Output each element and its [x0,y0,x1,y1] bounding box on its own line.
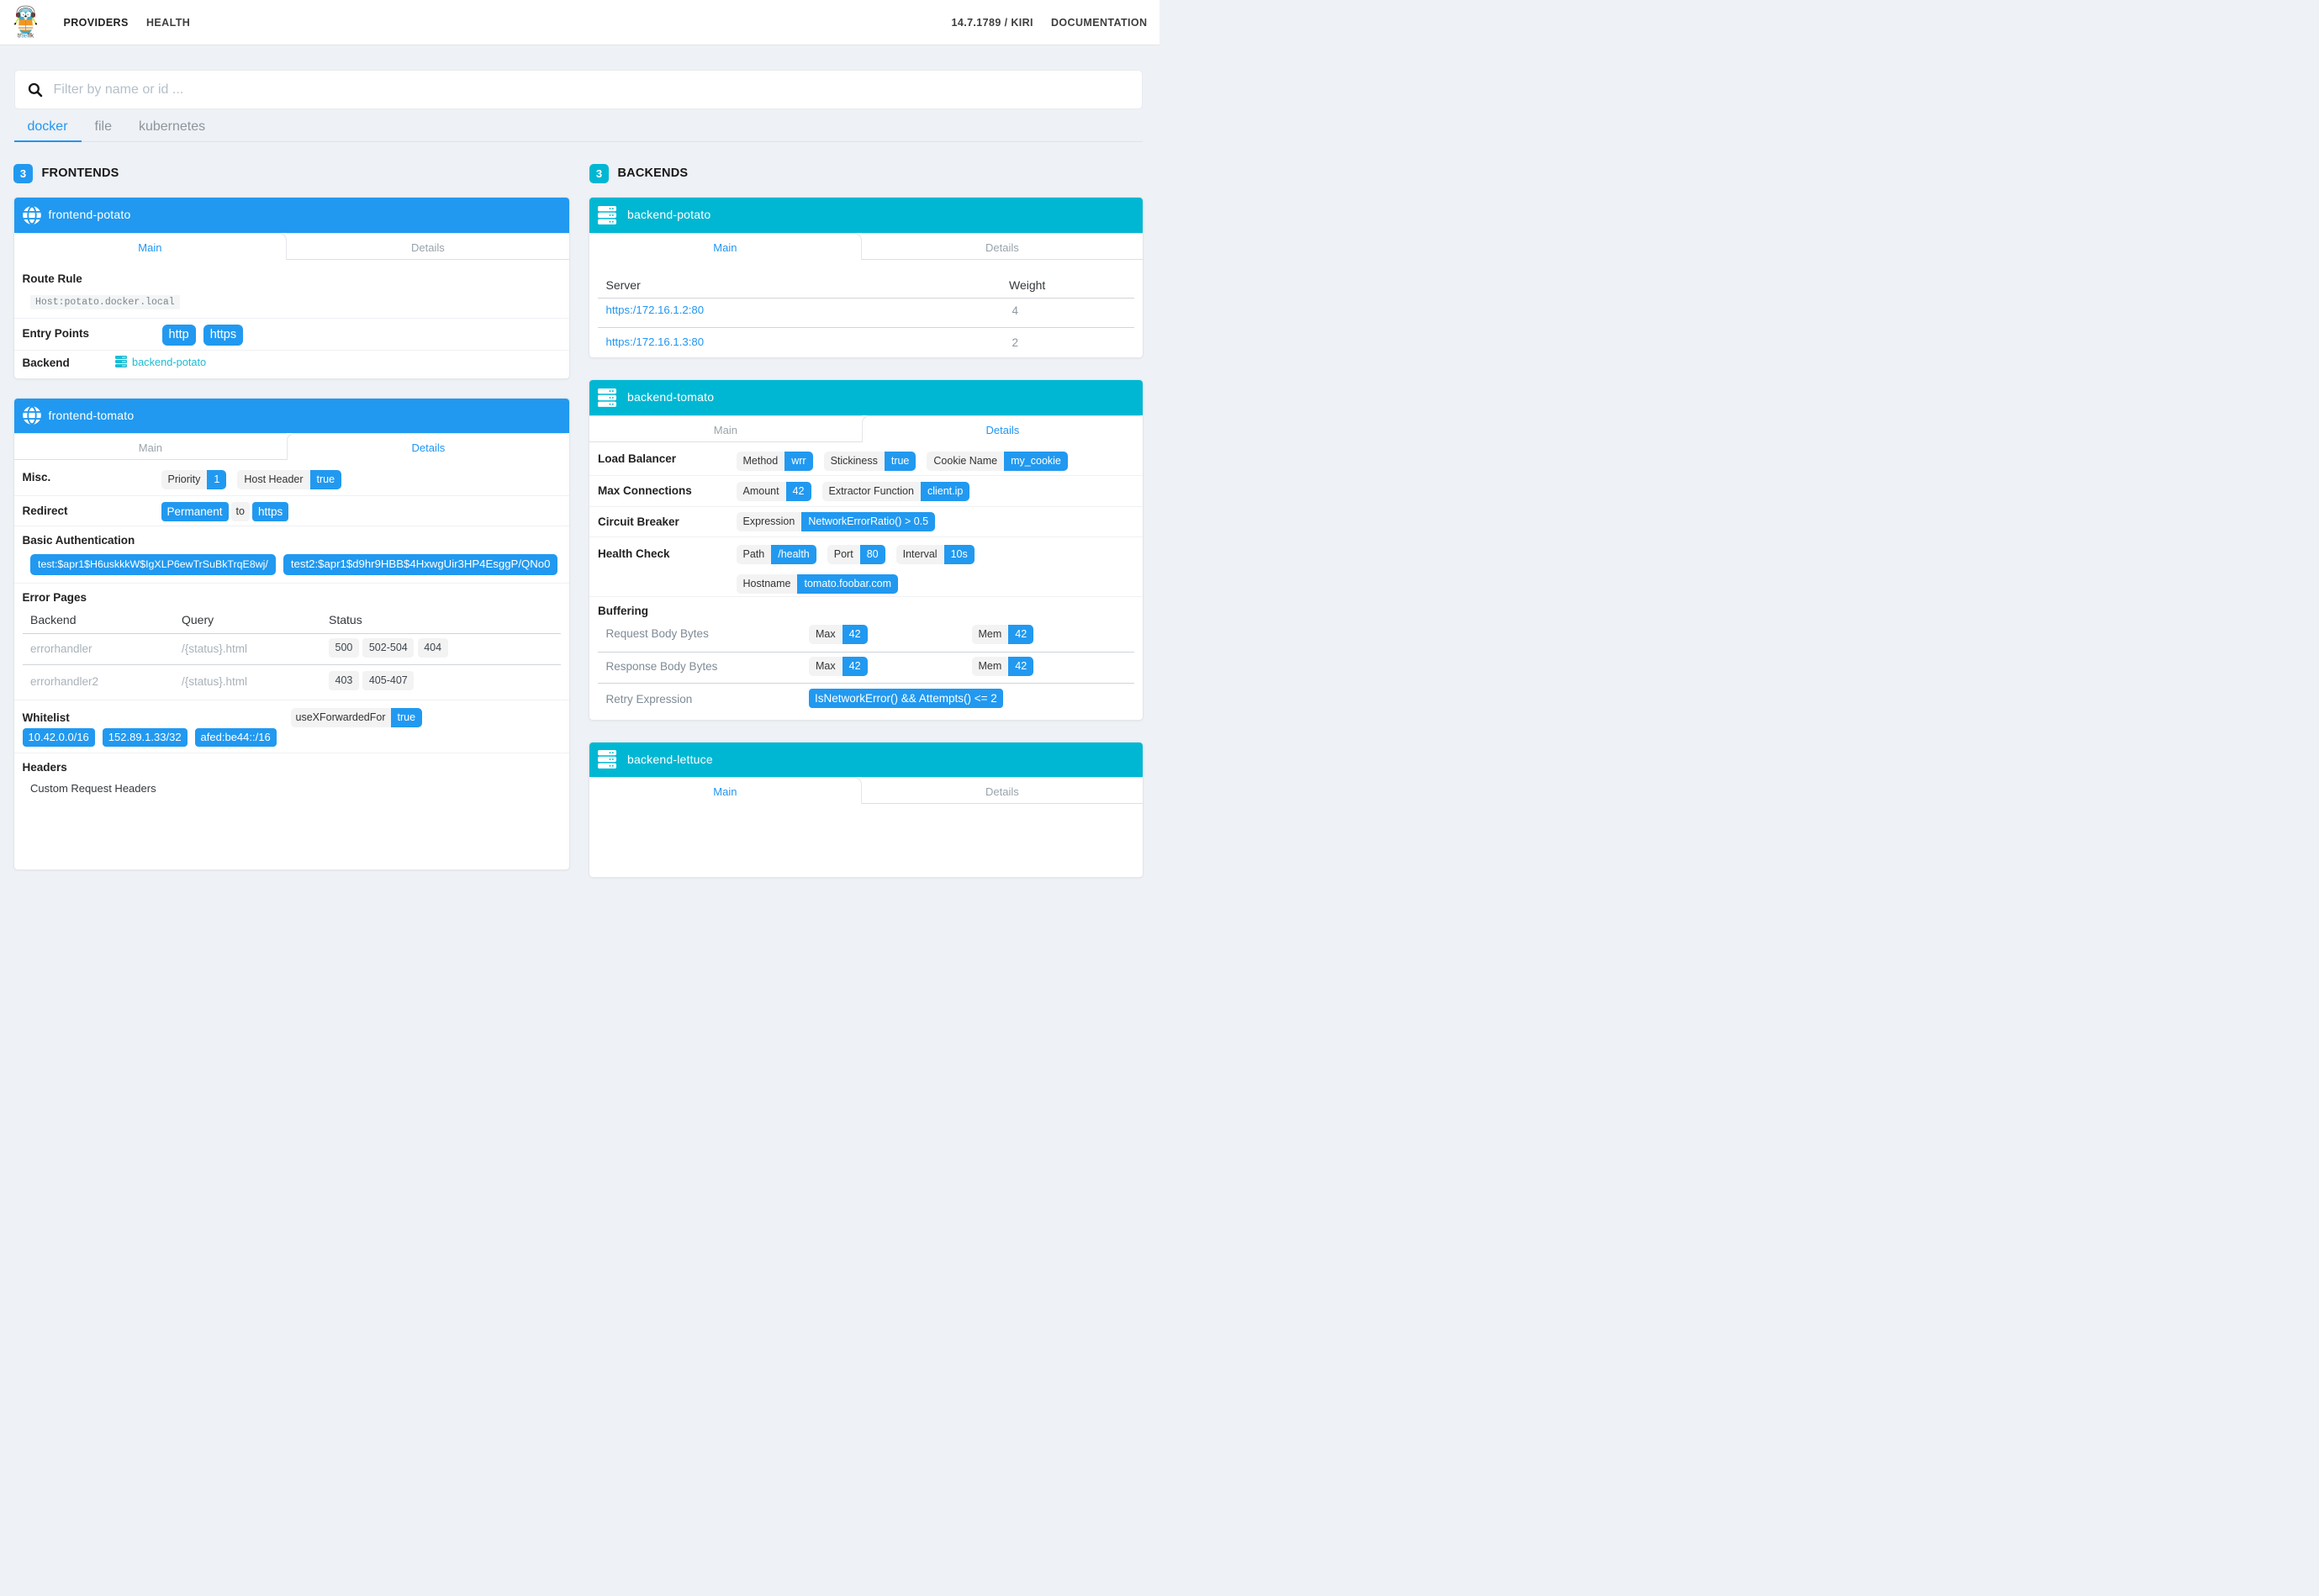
svg-text:træfik: træfik [18,32,34,39]
